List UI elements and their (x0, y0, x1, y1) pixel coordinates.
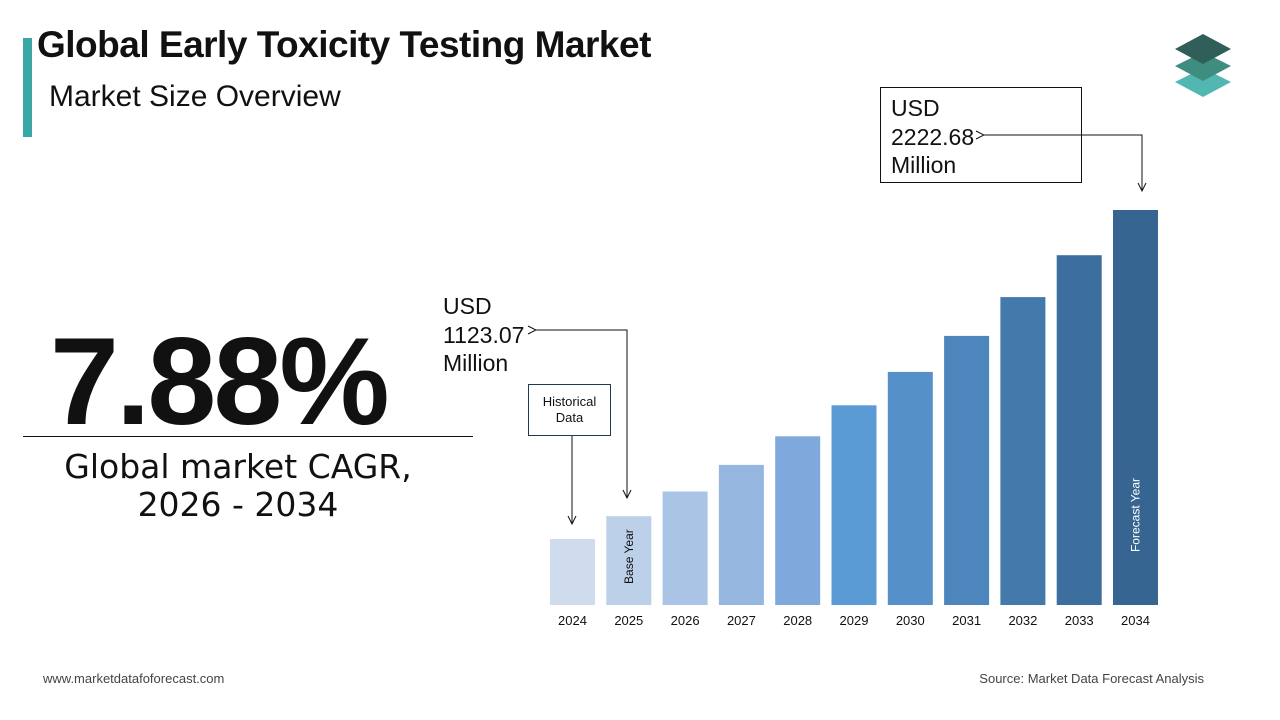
bar-tag-2025: Base Year (622, 529, 636, 584)
bar-2031 (944, 335, 990, 605)
x-tick-label-2027: 2027 (727, 613, 756, 628)
bar-tags: Base Year Forecast Year (622, 478, 1143, 584)
logo-layer-middle (1175, 52, 1231, 81)
logo-layer-bottom (1175, 68, 1231, 97)
bar-2027 (718, 464, 764, 605)
historical-data-box: Historical Data (528, 384, 611, 436)
cagr-value: 7.88% (50, 313, 390, 451)
bar-2034 (1113, 210, 1158, 605)
end-value-callout: USD 2222.68 Million (880, 87, 1082, 183)
brand-logo-icon (1175, 34, 1231, 97)
bar-2025 (606, 516, 652, 605)
bar-tag-2034: Forecast Year (1129, 478, 1143, 552)
base-value-callout: USD 1123.07 Million (443, 292, 524, 378)
x-tick-label-2028: 2028 (783, 613, 812, 628)
x-tick-label-2032: 2032 (1008, 613, 1037, 628)
x-tick-label-2033: 2033 (1065, 613, 1094, 628)
page-title: Global Early Toxicity Testing Market (37, 24, 651, 65)
website-link[interactable]: www.marketdatafoforecast.com (43, 671, 225, 686)
x-tick-label-2029: 2029 (840, 613, 869, 628)
source-note: Source: Market Data Forecast Analysis (979, 671, 1204, 686)
base-value-callout-text: USD 1123.07 Million (443, 293, 525, 376)
end-value-callout-text: USD 2222.68 Million (891, 95, 975, 178)
logo-layer-top (1175, 34, 1231, 64)
page-subtitle: Market Size Overview (49, 80, 341, 113)
x-tick-label-2034: 2034 (1121, 613, 1150, 628)
bar-2030 (887, 371, 933, 605)
bar-2024 (550, 539, 595, 605)
x-tick-label-2024: 2024 (558, 613, 587, 628)
bar-2032 (1000, 297, 1046, 605)
x-tick-label-2025: 2025 (614, 613, 643, 628)
x-tick-label-2026: 2026 (671, 613, 700, 628)
cagr-label: Global market CAGR, 2026 - 2034 (64, 447, 412, 524)
bar-2026 (662, 491, 708, 605)
bars-layer (550, 210, 1158, 605)
x-tick-labels: 2024 2025 2026 2027 2028 2029 2030 2031 2032 2033… (558, 613, 1150, 628)
x-tick-label-2031: 2031 (952, 613, 981, 628)
cagr-divider (23, 436, 473, 437)
x-tick-label-2030: 2030 (896, 613, 925, 628)
title-accent-bar (23, 38, 32, 137)
bar-2029 (831, 405, 877, 605)
bar-2033 (1056, 255, 1102, 605)
bar-2028 (775, 436, 821, 605)
